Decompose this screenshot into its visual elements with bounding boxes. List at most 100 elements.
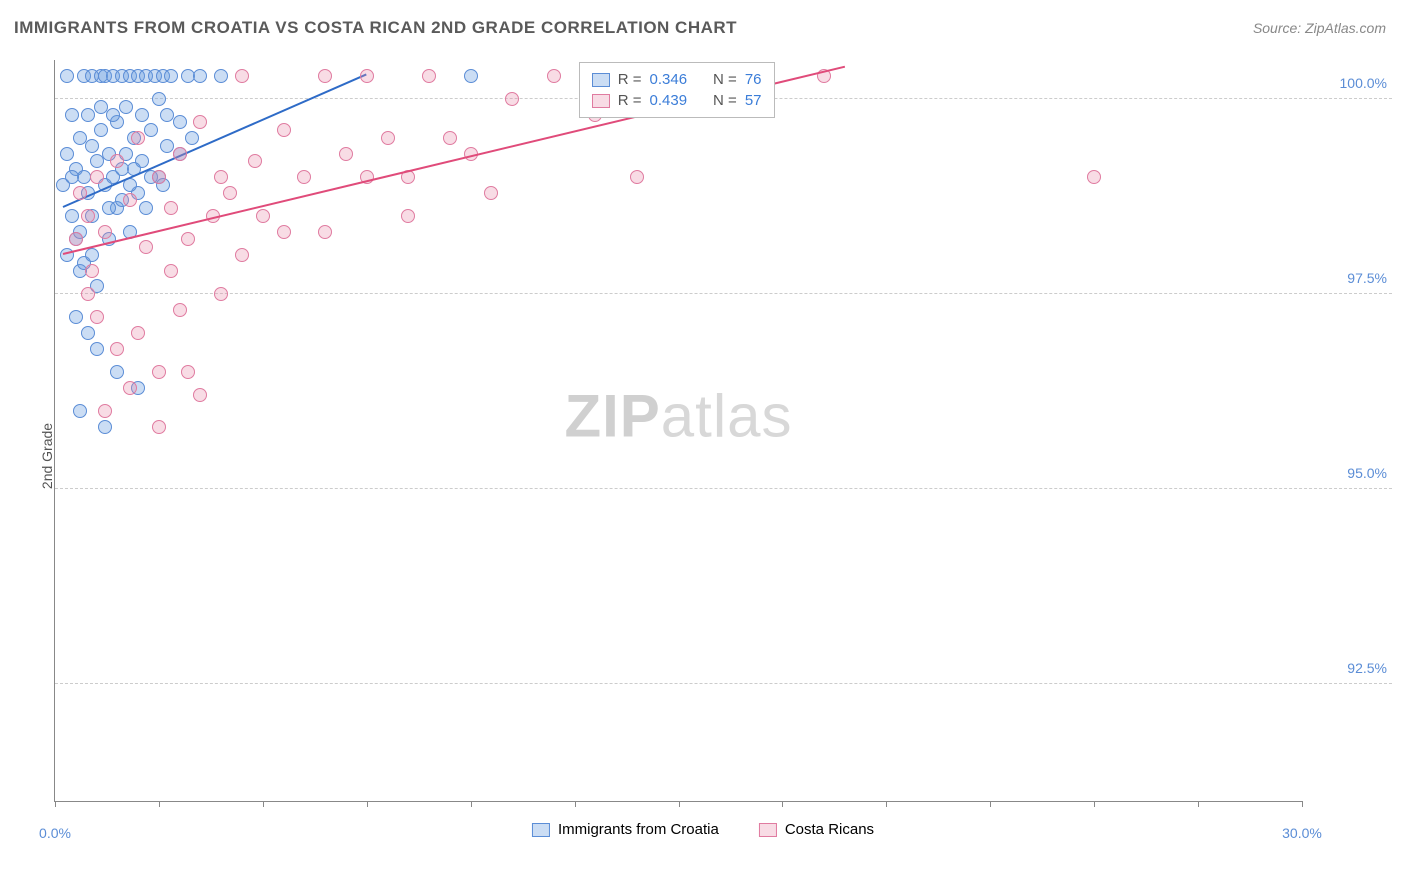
gridline-h: [55, 293, 1392, 294]
scatter-point: [185, 131, 199, 145]
scatter-point: [214, 69, 228, 83]
scatter-point: [422, 69, 436, 83]
x-tick: [990, 801, 991, 807]
x-tick: [1302, 801, 1303, 807]
y-tick-label: 95.0%: [1347, 465, 1387, 481]
trend-line: [63, 74, 367, 208]
scatter-point: [160, 108, 174, 122]
scatter-point: [81, 287, 95, 301]
legend-label-croatia: Immigrants from Croatia: [558, 821, 719, 838]
r-value: 0.439: [650, 92, 688, 109]
scatter-point: [443, 131, 457, 145]
x-tick: [263, 801, 264, 807]
n-label: N =: [713, 71, 737, 88]
scatter-point: [223, 186, 237, 200]
scatter-point: [547, 69, 561, 83]
scatter-point: [60, 69, 74, 83]
scatter-point: [277, 225, 291, 239]
scatter-point: [123, 381, 137, 395]
swatch-croatia: [532, 823, 550, 837]
scatter-point: [73, 186, 87, 200]
x-tick-label: 0.0%: [39, 825, 71, 841]
chart-title: IMMIGRANTS FROM CROATIA VS COSTA RICAN 2…: [14, 18, 737, 38]
scatter-point: [152, 365, 166, 379]
scatter-point: [1087, 170, 1101, 184]
scatter-point: [181, 365, 195, 379]
scatter-point: [401, 209, 415, 223]
scatter-point: [164, 264, 178, 278]
scatter-point: [318, 225, 332, 239]
scatter-point: [464, 69, 478, 83]
gridline-h: [55, 488, 1392, 489]
scatter-point: [297, 170, 311, 184]
scatter-point: [164, 69, 178, 83]
x-tick: [55, 801, 56, 807]
scatter-point: [173, 115, 187, 129]
gridline-h: [55, 683, 1392, 684]
scatter-point: [235, 69, 249, 83]
scatter-point: [484, 186, 498, 200]
scatter-point: [360, 69, 374, 83]
scatter-point: [173, 147, 187, 161]
scatter-point: [73, 404, 87, 418]
scatter-point: [90, 342, 104, 356]
source-label: Source: ZipAtlas.com: [1253, 20, 1386, 36]
scatter-point: [173, 303, 187, 317]
scatter-point: [94, 123, 108, 137]
stats-row: R =0.439N =57: [592, 90, 762, 111]
stats-row: R =0.346N =76: [592, 69, 762, 90]
y-axis-label: 2nd Grade: [39, 423, 55, 489]
scatter-point: [106, 108, 120, 122]
scatter-point: [110, 154, 124, 168]
scatter-point: [98, 225, 112, 239]
y-tick-label: 97.5%: [1347, 270, 1387, 286]
legend-item-costarica: Costa Ricans: [759, 821, 874, 838]
scatter-point: [131, 131, 145, 145]
r-value: 0.346: [650, 71, 688, 88]
scatter-point: [81, 326, 95, 340]
legend-item-croatia: Immigrants from Croatia: [532, 821, 719, 838]
scatter-point: [119, 100, 133, 114]
scatter-point: [65, 108, 79, 122]
scatter-point: [318, 69, 332, 83]
scatter-point: [69, 232, 83, 246]
scatter-point: [152, 92, 166, 106]
scatter-point: [235, 248, 249, 262]
scatter-point: [248, 154, 262, 168]
scatter-point: [193, 388, 207, 402]
x-tick: [1094, 801, 1095, 807]
scatter-point: [144, 123, 158, 137]
x-tick: [575, 801, 576, 807]
x-tick: [679, 801, 680, 807]
swatch-costarica: [759, 823, 777, 837]
scatter-point: [81, 209, 95, 223]
scatter-point: [193, 69, 207, 83]
stats-legend: R =0.346N =76R =0.439N =57: [579, 62, 775, 118]
x-tick: [782, 801, 783, 807]
y-tick-label: 100.0%: [1340, 75, 1387, 91]
n-value: 57: [745, 92, 762, 109]
scatter-point: [65, 170, 79, 184]
x-tick: [1198, 801, 1199, 807]
scatter-point: [60, 147, 74, 161]
scatter-point: [69, 310, 83, 324]
x-tick: [471, 801, 472, 807]
x-tick: [367, 801, 368, 807]
scatter-point: [98, 420, 112, 434]
scatter-point: [110, 342, 124, 356]
scatter-point: [90, 310, 104, 324]
scatter-point: [98, 404, 112, 418]
plot-area: ZIPatlas 92.5%95.0%97.5%100.0%0.0%30.0%R…: [54, 60, 1302, 802]
scatter-point: [90, 154, 104, 168]
scatter-point: [85, 248, 99, 262]
scatter-point: [152, 170, 166, 184]
legend-label-costarica: Costa Ricans: [785, 821, 874, 838]
scatter-point: [277, 123, 291, 137]
watermark: ZIPatlas: [564, 381, 792, 450]
scatter-point: [214, 287, 228, 301]
n-value: 76: [745, 71, 762, 88]
scatter-point: [181, 232, 195, 246]
r-label: R =: [618, 92, 642, 109]
scatter-point: [152, 420, 166, 434]
scatter-point: [505, 92, 519, 106]
